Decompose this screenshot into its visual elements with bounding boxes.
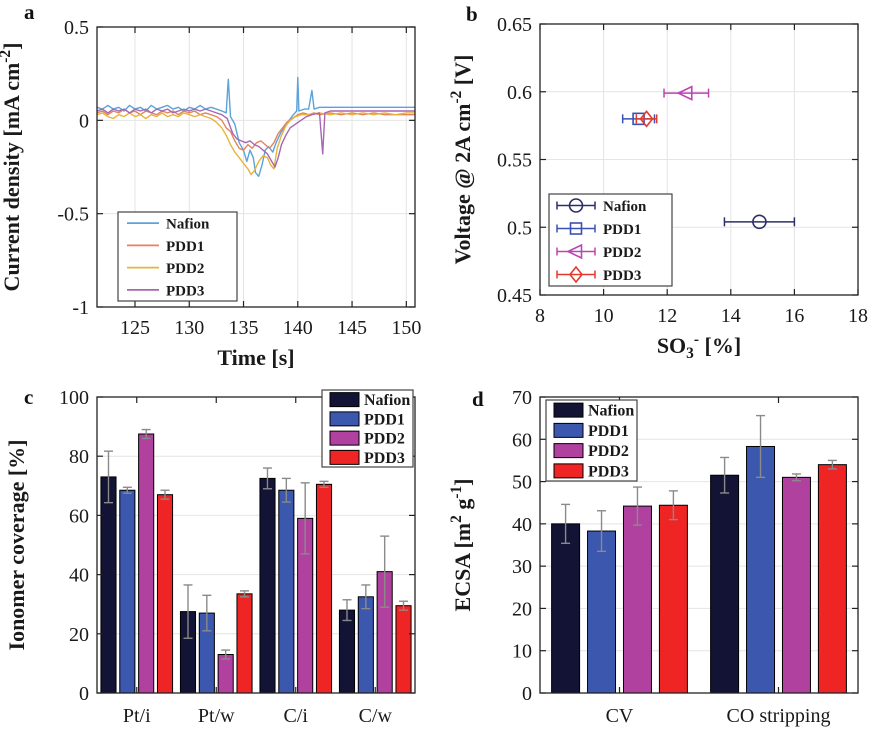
panel-c-ionomer-coverage-bar-chart: c Pt/i Pt/w C/i C/w 0 20 40 60 80 100 Ionomer cove…: [0, 371, 436, 742]
svg-text:150: 150: [391, 317, 421, 339]
svg-text:12: 12: [657, 305, 677, 327]
svg-text:0.55: 0.55: [497, 150, 532, 172]
svg-text:PDD2: PDD2: [603, 245, 641, 261]
svg-text:0: 0: [79, 110, 89, 132]
panel-c-chart: Pt/i Pt/w C/i C/w 0 20 40 60 80 100 Ionomer covera…: [4, 387, 416, 727]
svg-text:20: 20: [512, 598, 532, 620]
svg-text:Voltage @ 2A cm-2 [V]: Voltage @ 2A cm-2 [V]: [448, 55, 475, 265]
panel-b-letter: b: [466, 2, 478, 26]
svg-text:Nafion: Nafion: [364, 392, 410, 409]
svg-text:135: 135: [229, 317, 259, 339]
svg-text:0.5: 0.5: [507, 217, 532, 239]
svg-text:-1: -1: [72, 297, 89, 319]
svg-text:145: 145: [337, 317, 367, 339]
panel-b-chart: 8 10 12 14 16 18 0.45 0.5 0.55 0.6 0.65 SO3- [%] Vol…: [448, 14, 868, 362]
panel-a-letter: a: [24, 0, 35, 24]
svg-text:PDD3: PDD3: [364, 450, 405, 467]
panel-a-current-density-line-chart: a 125 130 135 140 145 150 -1 -0.5 0 0.5 Time [s] Cu…: [0, 0, 436, 371]
svg-text:Nafion: Nafion: [166, 217, 210, 233]
svg-text:PDD1: PDD1: [166, 239, 204, 255]
svg-text:CO stripping: CO stripping: [727, 705, 831, 727]
svg-text:0.6: 0.6: [507, 82, 532, 104]
svg-text:Time [s]: Time [s]: [217, 345, 294, 370]
panel-d-letter: d: [472, 387, 484, 411]
panel-b-voltage-scatter-chart: b 8 10 12 14 16 18 0.45 0.5 0.55 0.6 0.65 SO3- [%] V…: [436, 0, 872, 371]
svg-text:18: 18: [848, 305, 868, 327]
svg-text:50: 50: [512, 472, 532, 494]
svg-text:30: 30: [512, 556, 532, 578]
svg-text:PDD3: PDD3: [603, 268, 641, 284]
svg-text:16: 16: [784, 305, 804, 327]
svg-text:Ionomer coverage [%]: Ionomer coverage [%]: [4, 440, 29, 651]
svg-text:PDD2: PDD2: [588, 443, 629, 460]
svg-text:0.5: 0.5: [64, 17, 89, 39]
svg-text:0.65: 0.65: [497, 14, 532, 36]
svg-text:Current density [mA cm-2]: Current density [mA cm-2]: [0, 43, 24, 292]
panel-c-letter: c: [24, 385, 34, 409]
svg-text:140: 140: [283, 317, 313, 339]
svg-text:10: 10: [512, 641, 532, 663]
svg-text:Nafion: Nafion: [588, 403, 634, 420]
svg-text:Pt/i: Pt/i: [123, 705, 151, 727]
svg-text:60: 60: [69, 505, 89, 527]
svg-text:0: 0: [522, 683, 532, 705]
svg-text:100: 100: [59, 387, 89, 409]
svg-text:70: 70: [512, 387, 532, 409]
svg-text:PDD2: PDD2: [364, 431, 405, 448]
svg-text:-0.5: -0.5: [57, 204, 89, 226]
svg-text:0.45: 0.45: [497, 285, 532, 307]
svg-text:40: 40: [512, 514, 532, 536]
svg-text:40: 40: [69, 565, 89, 587]
svg-text:PDD1: PDD1: [588, 423, 629, 440]
panel-a-chart: 125 130 135 140 145 150 -1 -0.5 0 0.5 Time [s] Curr…: [0, 17, 421, 370]
svg-text:SO3- [%]: SO3- [%]: [657, 331, 741, 362]
svg-text:20: 20: [69, 624, 89, 646]
svg-text:PDD1: PDD1: [364, 411, 405, 428]
svg-text:Nafion: Nafion: [603, 199, 647, 215]
svg-text:14: 14: [721, 305, 741, 327]
svg-text:8: 8: [535, 305, 545, 327]
svg-text:PDD1: PDD1: [603, 222, 641, 238]
panel-d-chart: CV CO stripping 0 10 20 30 40 50 60 70 ECSA [m2 g-…: [448, 387, 859, 727]
svg-text:ECSA [m2 g-1]: ECSA [m2 g-1]: [448, 479, 475, 612]
panel-d-ecsa-bar-chart: d CV CO stripping 0 10 20 30 40 50 60 70 ECSA [m2 …: [436, 371, 872, 742]
svg-text:C/w: C/w: [359, 705, 393, 727]
svg-text:Pt/w: Pt/w: [198, 705, 235, 727]
svg-text:CV: CV: [606, 705, 634, 727]
svg-text:130: 130: [174, 317, 204, 339]
svg-text:125: 125: [120, 317, 150, 339]
svg-text:PDD3: PDD3: [588, 463, 629, 480]
svg-text:0: 0: [79, 683, 89, 705]
svg-text:80: 80: [69, 446, 89, 468]
svg-text:10: 10: [594, 305, 614, 327]
svg-text:60: 60: [512, 429, 532, 451]
svg-text:PDD3: PDD3: [166, 283, 204, 299]
svg-text:PDD2: PDD2: [166, 261, 204, 277]
svg-text:C/i: C/i: [284, 705, 309, 727]
